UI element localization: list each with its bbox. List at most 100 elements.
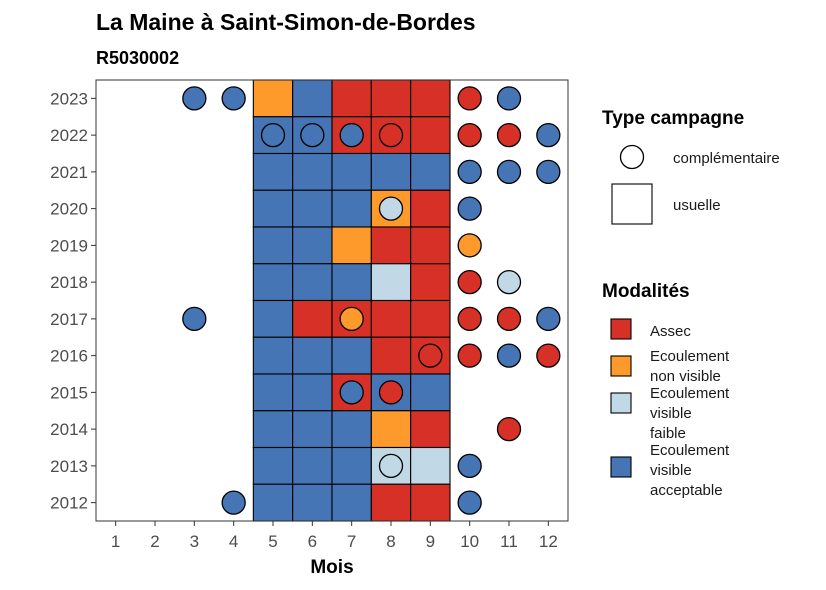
- cell-2021-7: [331, 152, 372, 191]
- cell-2017-5: [252, 299, 294, 338]
- cell-2021-5: [252, 152, 294, 191]
- point-2016-11: [496, 343, 522, 368]
- point-2016-12: [536, 343, 561, 368]
- x-tick-label: 3: [190, 532, 199, 551]
- cell-2023-8: [370, 79, 412, 118]
- x-tick-label: 8: [386, 532, 395, 551]
- legend-label-non_visible: Ecoulement: [650, 348, 730, 365]
- point-2018-11: [496, 269, 522, 295]
- legend-label-usuelle: usuelle: [673, 197, 721, 214]
- cell-2014-9: [410, 410, 451, 449]
- cell-2020-9: [410, 189, 451, 228]
- cell-2013-9: [410, 446, 451, 485]
- legend-label-acceptable: visible: [650, 462, 692, 479]
- cell-2018-9: [410, 263, 451, 302]
- plot-panel-border: [95, 79, 569, 522]
- point-2013-8: [378, 453, 404, 479]
- point-2023-10: [457, 86, 482, 111]
- point-2015-7: [339, 380, 364, 405]
- point-2012-10: [457, 490, 482, 515]
- legend-key-non_visible: [610, 355, 632, 377]
- cell-2013-6: [292, 446, 333, 485]
- chart-subtitle: R5030002: [96, 48, 179, 68]
- y-tick-label: 2016: [50, 347, 88, 366]
- cell-2012-7: [331, 483, 372, 522]
- legend-square-key: [611, 183, 653, 225]
- y-tick-label: 2019: [50, 236, 88, 255]
- cell-2017-8: [370, 299, 412, 338]
- x-tick-label: 5: [268, 532, 277, 551]
- legend-type-campagne: Type campagne complémentaire usuelle: [602, 108, 780, 225]
- point-2023-11: [496, 86, 522, 111]
- cell-2014-7: [331, 410, 372, 449]
- cell-2020-7: [331, 189, 372, 228]
- point-2017-10: [457, 306, 482, 332]
- point-2017-7: [339, 306, 364, 332]
- point-2017-12: [536, 306, 561, 332]
- cell-2020-6: [292, 189, 333, 228]
- cell-2012-6: [292, 483, 333, 522]
- point-2019-10: [457, 233, 482, 258]
- x-axis: 1 2 3 4 5 6 7 8 9 10 11 12: [111, 521, 558, 551]
- x-tick-label: 10: [460, 532, 479, 551]
- plot-cells: [252, 79, 451, 522]
- cell-2018-8: [370, 263, 412, 302]
- point-2023-3: [182, 86, 207, 111]
- legend-label-faible: faible: [650, 425, 686, 442]
- cell-2019-8: [370, 226, 412, 265]
- cell-2014-5: [252, 410, 294, 449]
- point-2013-10: [457, 453, 482, 479]
- cell-2017-9: [410, 299, 451, 338]
- legend-circle-key: [619, 144, 645, 170]
- cell-2014-6: [292, 410, 333, 449]
- legend-modalites-title: Modalités: [602, 281, 690, 302]
- point-2016-10: [457, 343, 482, 368]
- y-axis: 2012 2013 2014 2015 2016 2017 2018 2019 2020 2021…: [50, 89, 96, 513]
- x-tick-label: 9: [426, 532, 435, 551]
- chart-title: La Maine à Saint-Simon-de-Bordes: [96, 9, 476, 35]
- x-tick-label: 2: [150, 532, 159, 551]
- cell-2016-8: [370, 336, 412, 375]
- cell-2015-6: [292, 373, 333, 412]
- x-axis-title: Mois: [310, 557, 353, 578]
- cell-2015-9: [410, 373, 451, 412]
- legend-type-title: Type campagne: [602, 108, 744, 129]
- point-2021-10: [457, 159, 482, 185]
- cell-2021-8: [370, 152, 412, 191]
- cell-2019-7: [331, 226, 372, 265]
- legend-key-assec: [610, 318, 632, 340]
- cell-2022-9: [410, 116, 451, 155]
- cell-2014-8: [370, 410, 412, 449]
- legend-label-non_visible: non visible: [650, 368, 721, 385]
- point-2022-10: [457, 122, 482, 148]
- point-2014-11: [496, 416, 522, 442]
- cell-2019-5: [252, 226, 294, 265]
- cell-2023-7: [331, 79, 372, 118]
- y-tick-label: 2014: [50, 420, 88, 439]
- y-tick-label: 2021: [50, 163, 88, 182]
- cell-2016-7: [331, 336, 372, 375]
- cell-2019-6: [292, 226, 333, 265]
- legend-label-faible: visible: [650, 405, 692, 422]
- cell-2012-9: [410, 483, 451, 522]
- x-tick-label: 4: [229, 532, 238, 551]
- cell-2019-9: [410, 226, 451, 265]
- point-2023-4: [221, 86, 246, 111]
- legend-label-faible: Ecoulement: [650, 385, 730, 402]
- legend-label-acceptable: acceptable: [650, 482, 723, 499]
- legend-key-acceptable: [610, 456, 632, 478]
- x-tick-label: 6: [308, 532, 317, 551]
- point-2018-10: [457, 269, 482, 295]
- cell-2023-5: [252, 79, 294, 118]
- legend-label-assec: Assec: [650, 323, 691, 340]
- point-2017-3: [182, 306, 207, 332]
- y-tick-label: 2013: [50, 457, 88, 476]
- legend-label-acceptable: Ecoulement: [650, 442, 730, 459]
- cell-2020-5: [252, 189, 294, 228]
- cell-2023-6: [292, 79, 333, 118]
- point-2022-12: [536, 122, 561, 148]
- y-tick-label: 2018: [50, 273, 88, 292]
- point-2020-8: [378, 196, 404, 221]
- plot-points: [182, 86, 561, 515]
